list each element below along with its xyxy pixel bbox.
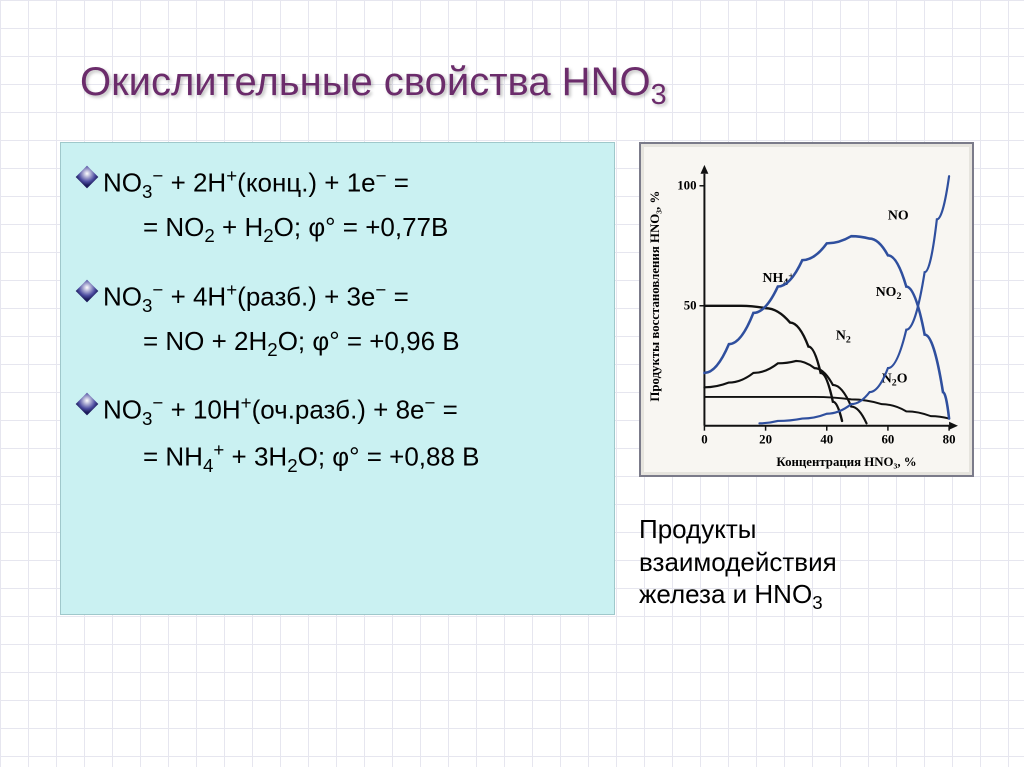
svg-text:N2: N2 xyxy=(836,327,851,345)
svg-text:60: 60 xyxy=(882,433,895,447)
svg-text:50: 50 xyxy=(684,299,697,313)
equation-text: NO3− + 4H+(разб.) + 3e− = xyxy=(103,277,409,318)
svg-text:40: 40 xyxy=(820,433,833,447)
equation-block: NO3− + 2H+(конц.) + 1e− = = NO2 + H2O; φ°… xyxy=(79,163,596,249)
bullet-icon xyxy=(76,393,99,416)
svg-text:100: 100 xyxy=(677,179,696,193)
chart-caption: Продуктывзаимодействияжелеза и HNO3 xyxy=(639,513,974,615)
equation-result: = NH4+ + 3H2O; φ° = +0,88 В xyxy=(79,437,596,478)
svg-text:NH4+: NH4+ xyxy=(763,270,795,288)
equation-line: NO3− + 4H+(разб.) + 3e− = xyxy=(79,277,596,318)
equation-text: NO3− + 10H+(оч.разб.) + 8e− = xyxy=(103,390,458,431)
equation-text: NO3− + 2H+(конц.) + 1e− = xyxy=(103,163,409,204)
equation-block: NO3− + 4H+(разб.) + 3e− = = NO + 2H2O; φ°… xyxy=(79,277,596,363)
equation-result: = NO2 + H2O; φ° = +0,77В xyxy=(79,210,596,248)
svg-text:0: 0 xyxy=(701,433,707,447)
equation-block: NO3− + 10H+(оч.разб.) + 8e− = = NH4+ + 3H… xyxy=(79,390,596,478)
slide: Окислительные свойства HNO3 NO3− + 2H+(к… xyxy=(0,0,1024,767)
chart-svg: 0 20 40 60 80 50 100 Концентрация HNO₃, % Продук… xyxy=(641,144,972,475)
content-row: NO3− + 2H+(конц.) + 1e− = = NO2 + H2O; φ°… xyxy=(60,142,974,615)
svg-text:Продукты восстановления HNO₃,: Продукты восстановления HNO₃, % xyxy=(648,191,662,402)
equation-result: = NO + 2H2O; φ° = +0,96 В xyxy=(79,324,596,362)
bullet-icon xyxy=(76,279,99,302)
right-column: 0 20 40 60 80 50 100 Концентрация HNO₃, % Продук… xyxy=(639,142,974,615)
equations-panel: NO3− + 2H+(конц.) + 1e− = = NO2 + H2O; φ°… xyxy=(60,142,615,615)
equation-line: NO3− + 2H+(конц.) + 1e− = xyxy=(79,163,596,204)
reduction-products-chart: 0 20 40 60 80 50 100 Концентрация HNO₃, % Продук… xyxy=(639,142,974,477)
svg-text:Концентрация HNO₃, %: Концентрация HNO₃, % xyxy=(776,455,916,469)
equation-line: NO3− + 10H+(оч.разб.) + 8e− = xyxy=(79,390,596,431)
bullet-icon xyxy=(76,166,99,189)
svg-text:80: 80 xyxy=(943,433,956,447)
svg-text:NO: NO xyxy=(888,207,909,222)
svg-text:20: 20 xyxy=(759,433,772,447)
svg-text:NO2: NO2 xyxy=(876,284,902,302)
page-title: Окислительные свойства HNO3 xyxy=(80,60,974,112)
